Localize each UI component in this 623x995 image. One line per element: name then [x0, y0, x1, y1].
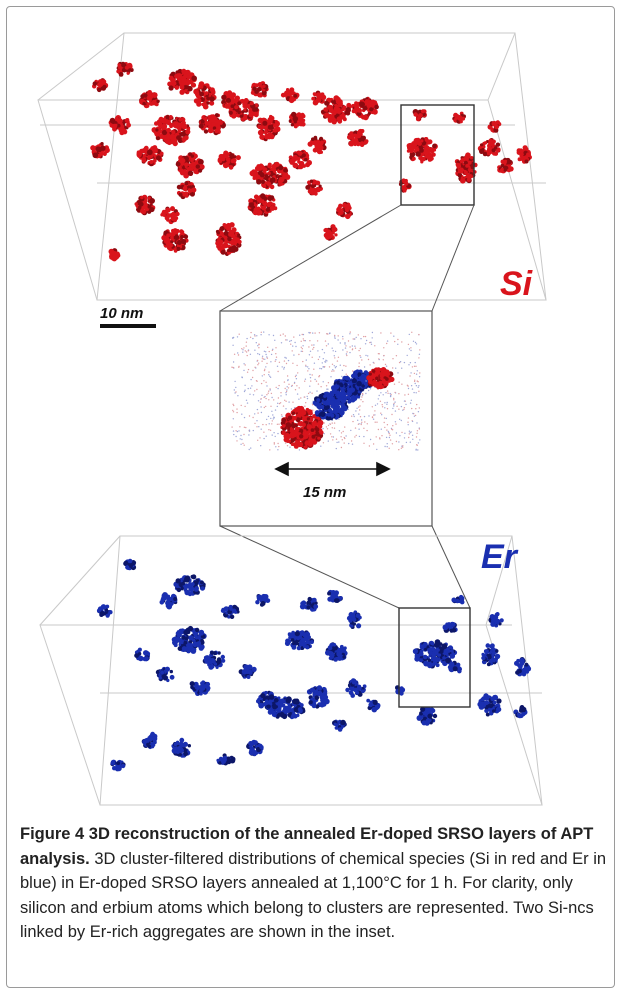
- zoom-connectors-bottom: [219, 525, 471, 609]
- er-label: Er: [481, 538, 517, 576]
- figure-graphic: [37, 32, 547, 806]
- inset-scale-label: 15 nm: [303, 484, 347, 501]
- zoom-connectors-top: [219, 204, 475, 312]
- apt-reconstruction-figure: Si Er 10 nm 15 nm: [37, 32, 547, 806]
- inset-clusters: [280, 367, 395, 450]
- er-volume-box: [39, 535, 543, 806]
- main-scale-bar: [100, 324, 156, 328]
- caption-body: 3D cluster-filtered distributions of che…: [20, 849, 607, 942]
- inset-scale-arrow: [274, 461, 391, 477]
- er-zoom-box: [398, 607, 471, 708]
- main-scale-label: 10 nm: [100, 305, 144, 322]
- si-clusters: [90, 61, 532, 262]
- er-clusters: [96, 558, 532, 772]
- caption-title: Figure 4 3D reconstruction of the anneal…: [20, 825, 594, 868]
- si-zoom-box: [400, 104, 475, 206]
- figure-caption: Figure 4 3D reconstruction of the anneal…: [20, 822, 610, 945]
- si-label: Si: [500, 265, 533, 303]
